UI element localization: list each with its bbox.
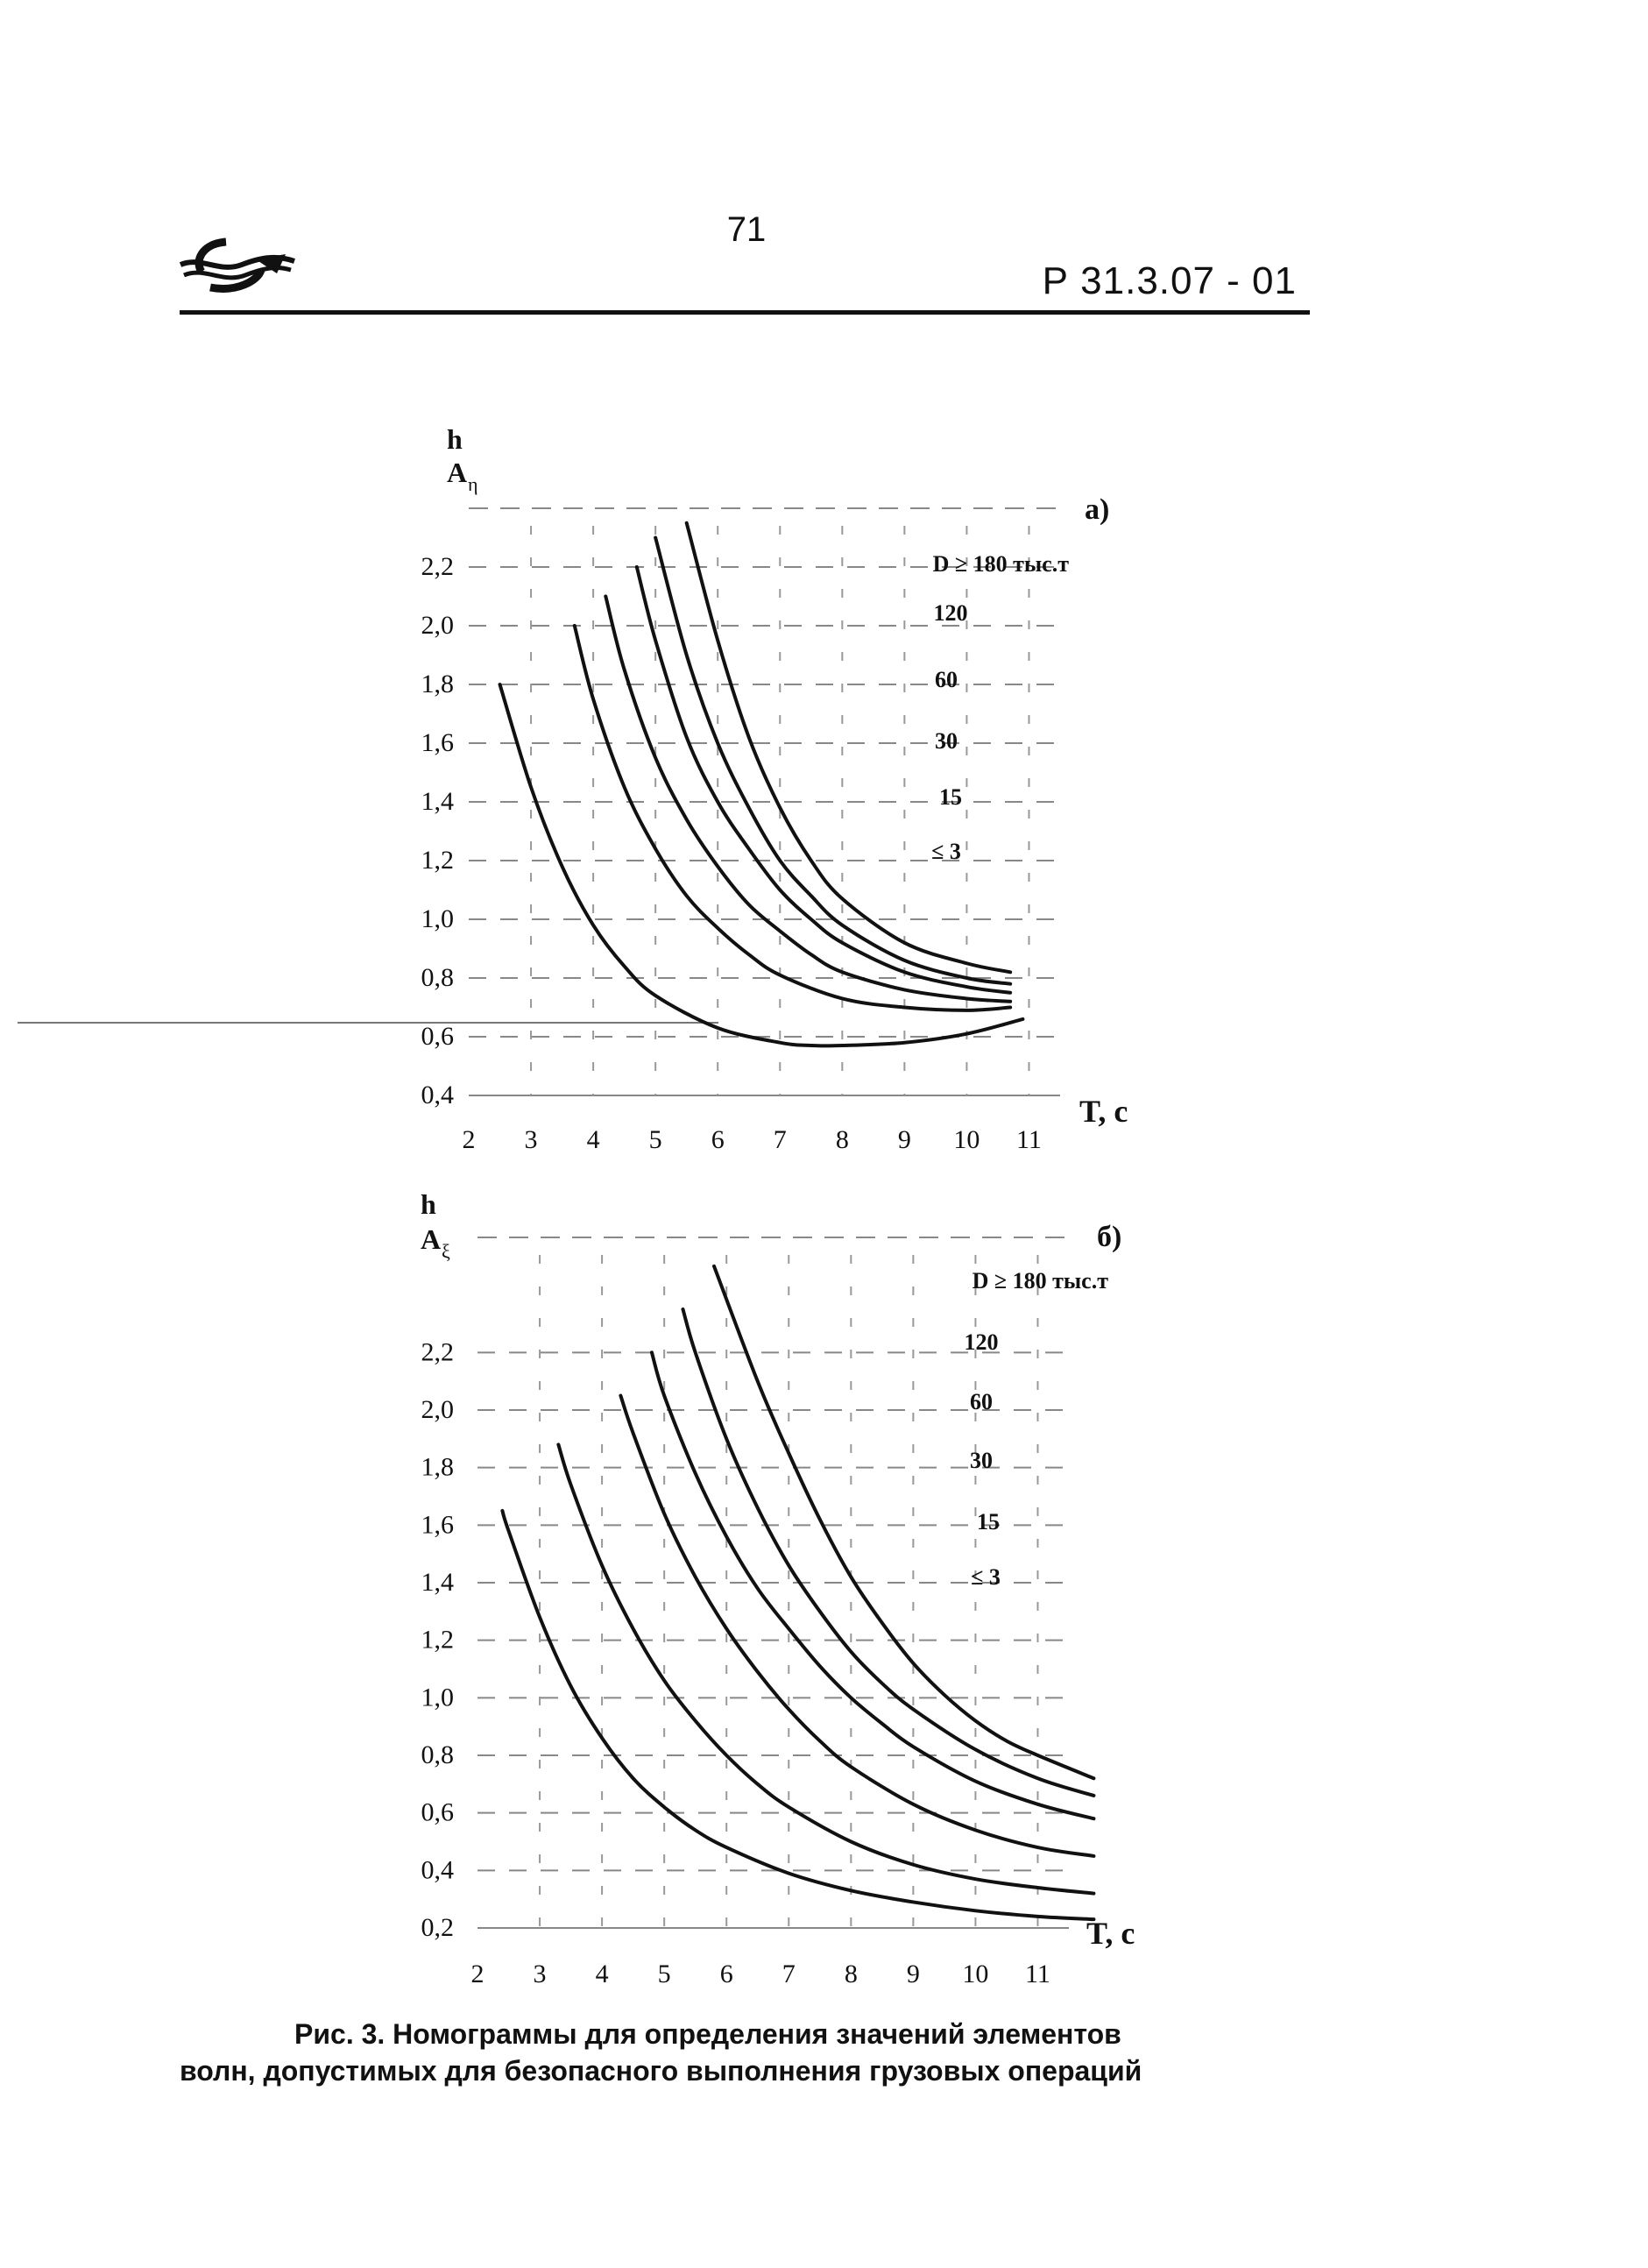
chart-a-y-tick-label: 1,4 [421,787,455,816]
chart-a-x-tick-label: 5 [649,1125,662,1154]
chart-a-series-label: D ≥ 180 тыс.т [933,551,1070,577]
chart-a-x-tick-label: 11 [1016,1125,1042,1154]
chart-b-series-line-4 [556,1442,1096,1896]
chart-a-x-tick-label: 8 [836,1125,849,1154]
figure-caption: Рис. 3. Номограммы для определения значе… [175,2016,1297,2089]
chart-b-y-tick-label: 1,6 [421,1510,455,1539]
document-code: Р 31.3.07 - 01 [1042,259,1297,302]
chart-b-y-tick-label: 1,8 [421,1453,455,1482]
chart-a-y-tick-label: 0,4 [421,1081,455,1109]
header-rule [180,310,1310,315]
page-number: 71 [726,210,767,249]
chart-b-series-line-1 [681,1308,1096,1797]
chart-b-x-tick-label: 7 [782,1960,796,1988]
chart-a-series-line-3 [604,594,1013,1003]
chart-b-x-tick-label: 8 [845,1960,858,1988]
wave-emblem-icon [179,237,295,293]
chart-b-x-tick-label: 9 [907,1960,920,1988]
chart-b-y-tick-label: 0,4 [421,1855,455,1884]
chart-b-series-line-0 [712,1264,1096,1781]
chart-b-y-tick-label: 2,0 [421,1395,455,1424]
chart-b-x-tick-label: 5 [658,1960,671,1988]
chart-b-ylabel-h: h [421,1188,436,1220]
chart-b-ylabel-subscript: ξ [442,1240,450,1262]
chart-b-y-tick-label: 0,2 [421,1913,455,1942]
chart-a-series-line-1 [654,535,1013,986]
chart-b-series-label: 120 [965,1329,999,1355]
chart-a-y-tick-label: 2,0 [421,611,455,640]
chart-a-x-tick-label: 7 [774,1125,787,1154]
chart-a-series-label: 15 [939,784,962,810]
chart-a-x-tick-label: 2 [463,1125,476,1154]
chart-b-series-label: 60 [970,1389,993,1414]
chart-a-series-line-4 [572,624,1013,1012]
chart-a-panel-label: а) [1085,493,1109,526]
chart-a-x-tick-label: 3 [525,1125,538,1154]
chart-a-y-tick-label: 1,0 [421,904,455,933]
chart-a-y-tick-label: 1,6 [421,728,455,757]
chart-a-xlabel: T, с [1079,1094,1128,1129]
chart-b-x-tick-label: 11 [1025,1960,1050,1988]
chart-a-x-tick-label: 4 [587,1125,600,1154]
chart-a-ylabel-a: A [447,457,467,488]
chart-a-y-tick-label: 0,6 [421,1022,455,1051]
chart-b-x-tick-label: 6 [720,1960,733,1988]
chart-b-y-tick-label: 2,2 [421,1337,455,1366]
caption-line-2: волн, допустимых для безопасного выполне… [180,2055,1142,2087]
chart-a: 0,4 0,6 0,8 1,0 1,2 1,4 1,6 1,8 2,0 2,2 2 3 4 5 6 7 8 9 10… [421,423,1128,1154]
chart-b-y-tick-label: 0,6 [421,1798,455,1827]
chart-b-series-label: 15 [977,1509,1000,1534]
chart-b-series-label: ≤ 3 [971,1564,1001,1590]
chart-a-series-line-2 [634,565,1013,995]
chart-a-series-label: ≤ 3 [931,839,961,864]
chart-b-series-line-3 [619,1393,1096,1858]
chart-a-y-tick-label: 0,8 [421,963,455,992]
chart-a-series-label: 120 [934,600,968,626]
chart-b-series-line-2 [649,1350,1096,1821]
chart-b-x-tick-label: 3 [534,1960,547,1988]
chart-b-y-tick-label: 0,8 [421,1740,455,1769]
chart-b-y-tick-label: 1,4 [421,1568,455,1597]
chart-b-series-label: 30 [970,1448,993,1473]
chart-b: 0,2 0,4 0,6 0,8 1,0 1,2 1,4 1,6 1,8 2,0 2,2 2 3 4 5 6 7 8… [421,1188,1135,1988]
chart-a-y-tick-label: 1,2 [421,846,455,875]
chart-a-y-tick-label: 2,2 [421,552,455,581]
chart-b-x-tick-label: 2 [471,1960,484,1988]
chart-b-panel-label: б) [1097,1221,1121,1253]
chart-b-y-tick-label: 1,0 [421,1683,455,1712]
chart-b-x-tick-label: 4 [596,1960,609,1988]
chart-b-series-line-5 [500,1508,1096,1922]
chart-b-series-label: D ≥ 180 тыс.т [973,1268,1109,1293]
chart-a-x-tick-label: 6 [711,1125,725,1154]
chart-b-xlabel: T, с [1086,1916,1135,1951]
chart-b-ylabel-a: A [421,1223,441,1255]
caption-line-1: Рис. 3. Номограммы для определения значе… [294,2018,1121,2050]
chart-a-x-tick-label: 10 [953,1125,980,1154]
chart-a-series-line-5 [498,683,1025,1048]
chart-a-y-tick-label: 1,8 [421,670,455,698]
chart-b-x-tick-label: 10 [962,1960,988,1988]
chart-a-ylabel-subscript: η [468,473,478,495]
chart-a-series-label: 30 [935,728,958,754]
chart-b-y-tick-label: 1,2 [421,1626,455,1655]
scan-artifact-line [18,1022,718,1024]
chart-a-ylabel-h: h [447,423,463,455]
chart-a-series-line-0 [684,521,1013,975]
chart-a-series-label: 60 [935,667,958,692]
chart-a-x-tick-label: 9 [898,1125,911,1154]
